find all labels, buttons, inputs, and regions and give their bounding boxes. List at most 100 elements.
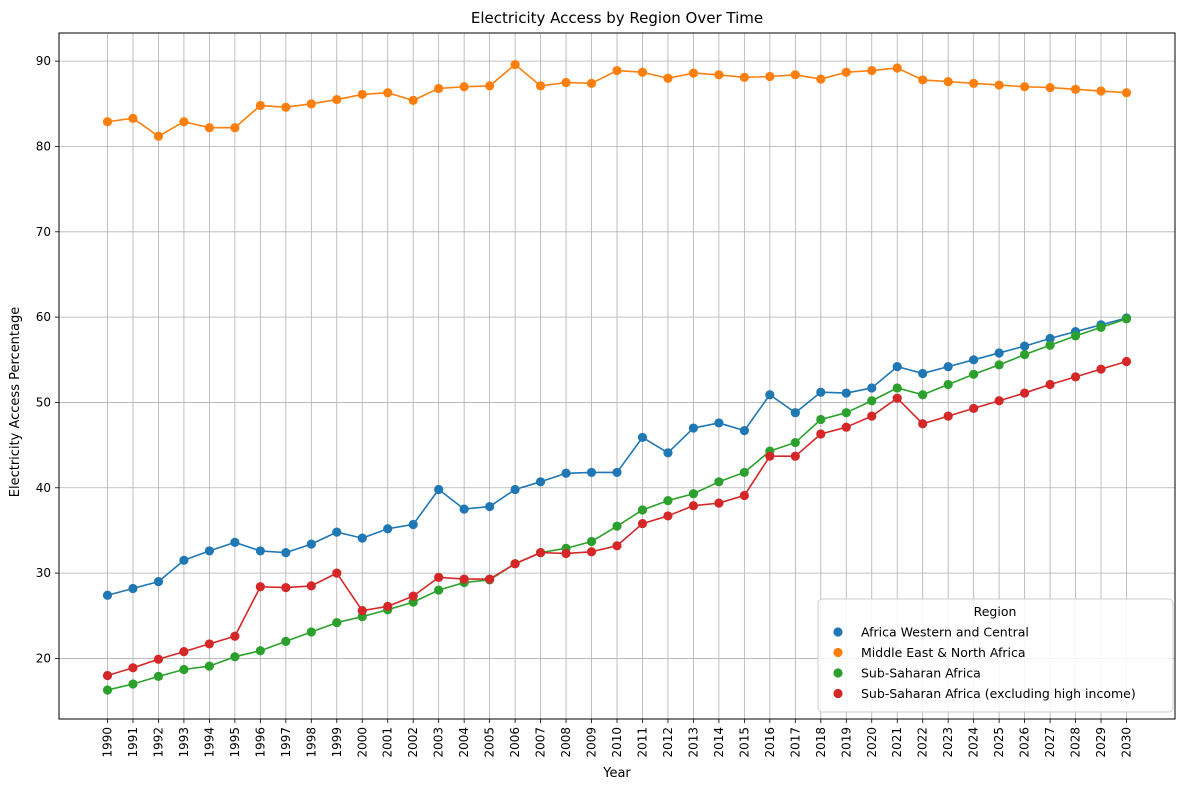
data-point xyxy=(281,583,291,593)
x-tick-label: 2012 xyxy=(661,727,675,758)
data-point xyxy=(994,396,1004,406)
x-tick-label: 2025 xyxy=(992,727,1006,758)
x-tick-label: 2001 xyxy=(381,727,395,758)
x-tick-label: 1996 xyxy=(253,727,267,758)
data-point xyxy=(434,572,444,582)
data-point xyxy=(688,501,699,511)
x-tick-label: 2003 xyxy=(432,727,446,758)
y-tick-label: 90 xyxy=(36,54,51,68)
data-point xyxy=(637,432,648,443)
data-point xyxy=(128,663,138,673)
data-point xyxy=(918,390,928,400)
series-1 xyxy=(102,313,1132,600)
data-point xyxy=(739,426,749,436)
data-point xyxy=(332,617,342,628)
data-point xyxy=(612,65,622,76)
data-point xyxy=(230,123,240,133)
data-point xyxy=(994,80,1004,90)
data-point xyxy=(535,477,546,487)
data-point xyxy=(1121,88,1132,98)
data-point xyxy=(994,360,1004,370)
x-tick-label: 2015 xyxy=(737,727,751,758)
data-point xyxy=(1070,372,1081,382)
data-point xyxy=(739,467,749,478)
x-tick-label: 2009 xyxy=(585,727,599,758)
data-point xyxy=(306,581,316,591)
x-tick-label: 2029 xyxy=(1094,727,1108,758)
legend-marker xyxy=(833,688,843,699)
data-point xyxy=(1045,333,1055,344)
data-point xyxy=(434,484,444,495)
data-point xyxy=(230,631,240,641)
data-point xyxy=(688,68,699,78)
x-tick-label: 2030 xyxy=(1120,727,1134,758)
data-point xyxy=(535,81,546,91)
data-point xyxy=(943,77,953,87)
x-tick-label: 1998 xyxy=(304,727,318,758)
y-tick-label: 30 xyxy=(36,566,51,580)
x-tick-label: 1997 xyxy=(279,727,293,758)
y-tick-label: 50 xyxy=(36,395,51,409)
data-point xyxy=(102,670,113,681)
data-point xyxy=(204,661,214,671)
data-point xyxy=(204,123,214,133)
data-point xyxy=(663,495,673,506)
data-point xyxy=(255,582,265,592)
data-point xyxy=(332,568,342,578)
x-tick-label: 2024 xyxy=(967,727,981,758)
data-point xyxy=(332,527,342,537)
data-point xyxy=(1070,331,1081,341)
data-point xyxy=(688,423,699,433)
data-point xyxy=(714,498,724,508)
data-point xyxy=(383,601,393,611)
legend-marker xyxy=(833,647,843,658)
data-point xyxy=(128,679,138,689)
y-tick-label: 20 xyxy=(36,651,51,665)
data-point xyxy=(1121,314,1132,324)
data-point xyxy=(612,467,622,478)
data-point xyxy=(434,585,444,595)
data-point xyxy=(281,102,291,112)
data-point xyxy=(918,368,928,379)
data-point xyxy=(969,369,979,379)
data-point xyxy=(1020,341,1030,351)
data-point xyxy=(816,74,826,84)
data-point xyxy=(816,429,826,439)
x-tick-label: 2018 xyxy=(814,727,828,758)
data-point xyxy=(714,418,724,428)
data-point xyxy=(255,646,265,656)
data-point xyxy=(1070,84,1081,94)
data-point xyxy=(688,489,699,499)
x-tick-label: 2023 xyxy=(941,727,955,758)
data-point xyxy=(1096,364,1106,374)
data-point xyxy=(561,468,571,478)
data-point xyxy=(586,536,597,547)
x-tick-label: 2026 xyxy=(1018,727,1032,758)
data-point xyxy=(918,419,928,429)
x-tick-label: 2019 xyxy=(839,727,853,758)
legend-label: Middle East & North Africa xyxy=(861,645,1026,660)
legend-label: Sub-Saharan Africa xyxy=(861,666,981,681)
data-point xyxy=(867,383,877,393)
y-tick-label: 80 xyxy=(36,139,51,153)
data-point xyxy=(765,451,775,461)
chart-title: Electricity Access by Region Over Time xyxy=(471,9,763,27)
data-point xyxy=(153,654,164,664)
data-point xyxy=(867,411,877,421)
data-point xyxy=(918,75,928,85)
data-point xyxy=(204,546,214,556)
data-point xyxy=(179,555,189,565)
legend[interactable]: Region Africa Western and Central Middle … xyxy=(817,598,1174,713)
x-tick-label: 1993 xyxy=(177,727,191,758)
data-point xyxy=(994,348,1004,358)
data-point xyxy=(1045,83,1055,93)
data-point xyxy=(867,396,877,406)
data-point xyxy=(485,501,495,512)
data-point xyxy=(153,131,164,141)
data-point xyxy=(790,70,800,80)
x-tick-label: 1991 xyxy=(126,727,140,758)
data-point xyxy=(306,627,316,637)
data-point xyxy=(434,83,444,94)
